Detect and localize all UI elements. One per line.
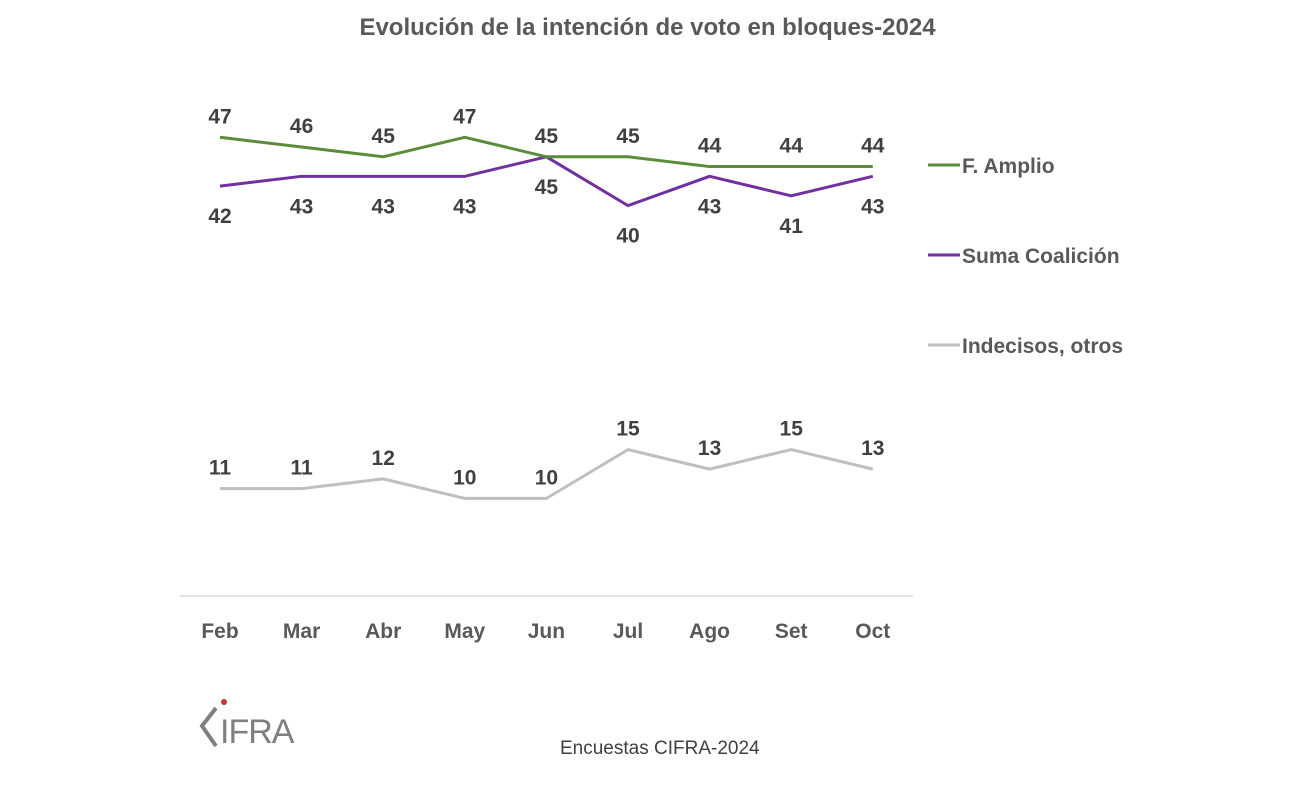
data-label: 13 [861,437,884,460]
data-label: 44 [780,135,804,158]
data-label: 43 [698,195,721,218]
data-label: 45 [372,125,396,148]
x-tick-label: May [444,620,485,643]
data-label: 43 [453,195,476,218]
data-label: 15 [780,418,804,441]
data-label: 13 [698,437,721,460]
x-tick-label: Jun [528,620,565,643]
data-label: 12 [372,447,395,470]
x-tick-label: Ago [689,620,730,643]
data-label: 45 [535,125,559,148]
series-line-2 [220,448,874,500]
legend-entry: F. Amplio [962,155,1055,178]
data-label: 11 [209,457,232,480]
x-tick-label: Feb [201,620,238,643]
data-label: 43 [861,195,884,218]
data-label: 45 [616,125,640,148]
legend-entry: Indecisos, otros [962,335,1123,358]
data-label: 47 [208,105,231,128]
x-tick-label: Oct [855,620,890,643]
series-line-0 [219,135,873,169]
cifra-logo: IFRA [199,699,296,750]
data-label: 42 [208,205,231,228]
data-label: 46 [290,115,313,138]
data-label: 11 [290,457,313,480]
x-tick-label: Jul [613,620,643,643]
x-tick-label: Set [775,620,808,643]
data-label: 43 [290,195,313,218]
data-label: 44 [698,135,722,158]
data-label: 40 [616,225,639,248]
legend-entry: Suma Coalición [962,245,1120,268]
data-label: 43 [372,195,395,218]
x-tick-label: Abr [365,620,401,643]
chart-title: Evolución de la intención de voto en blo… [359,14,936,41]
data-label: 10 [535,466,558,489]
source-note: Encuestas CIFRA-2024 [560,738,760,759]
data-label: 47 [453,105,476,128]
data-label: 10 [453,466,476,489]
svg-text:IFRA: IFRA [220,713,295,750]
data-label: 45 [535,176,559,199]
data-label: 44 [861,135,885,158]
data-label: 41 [780,215,804,238]
x-tick-label: Mar [283,620,320,643]
data-label: 15 [616,418,640,441]
